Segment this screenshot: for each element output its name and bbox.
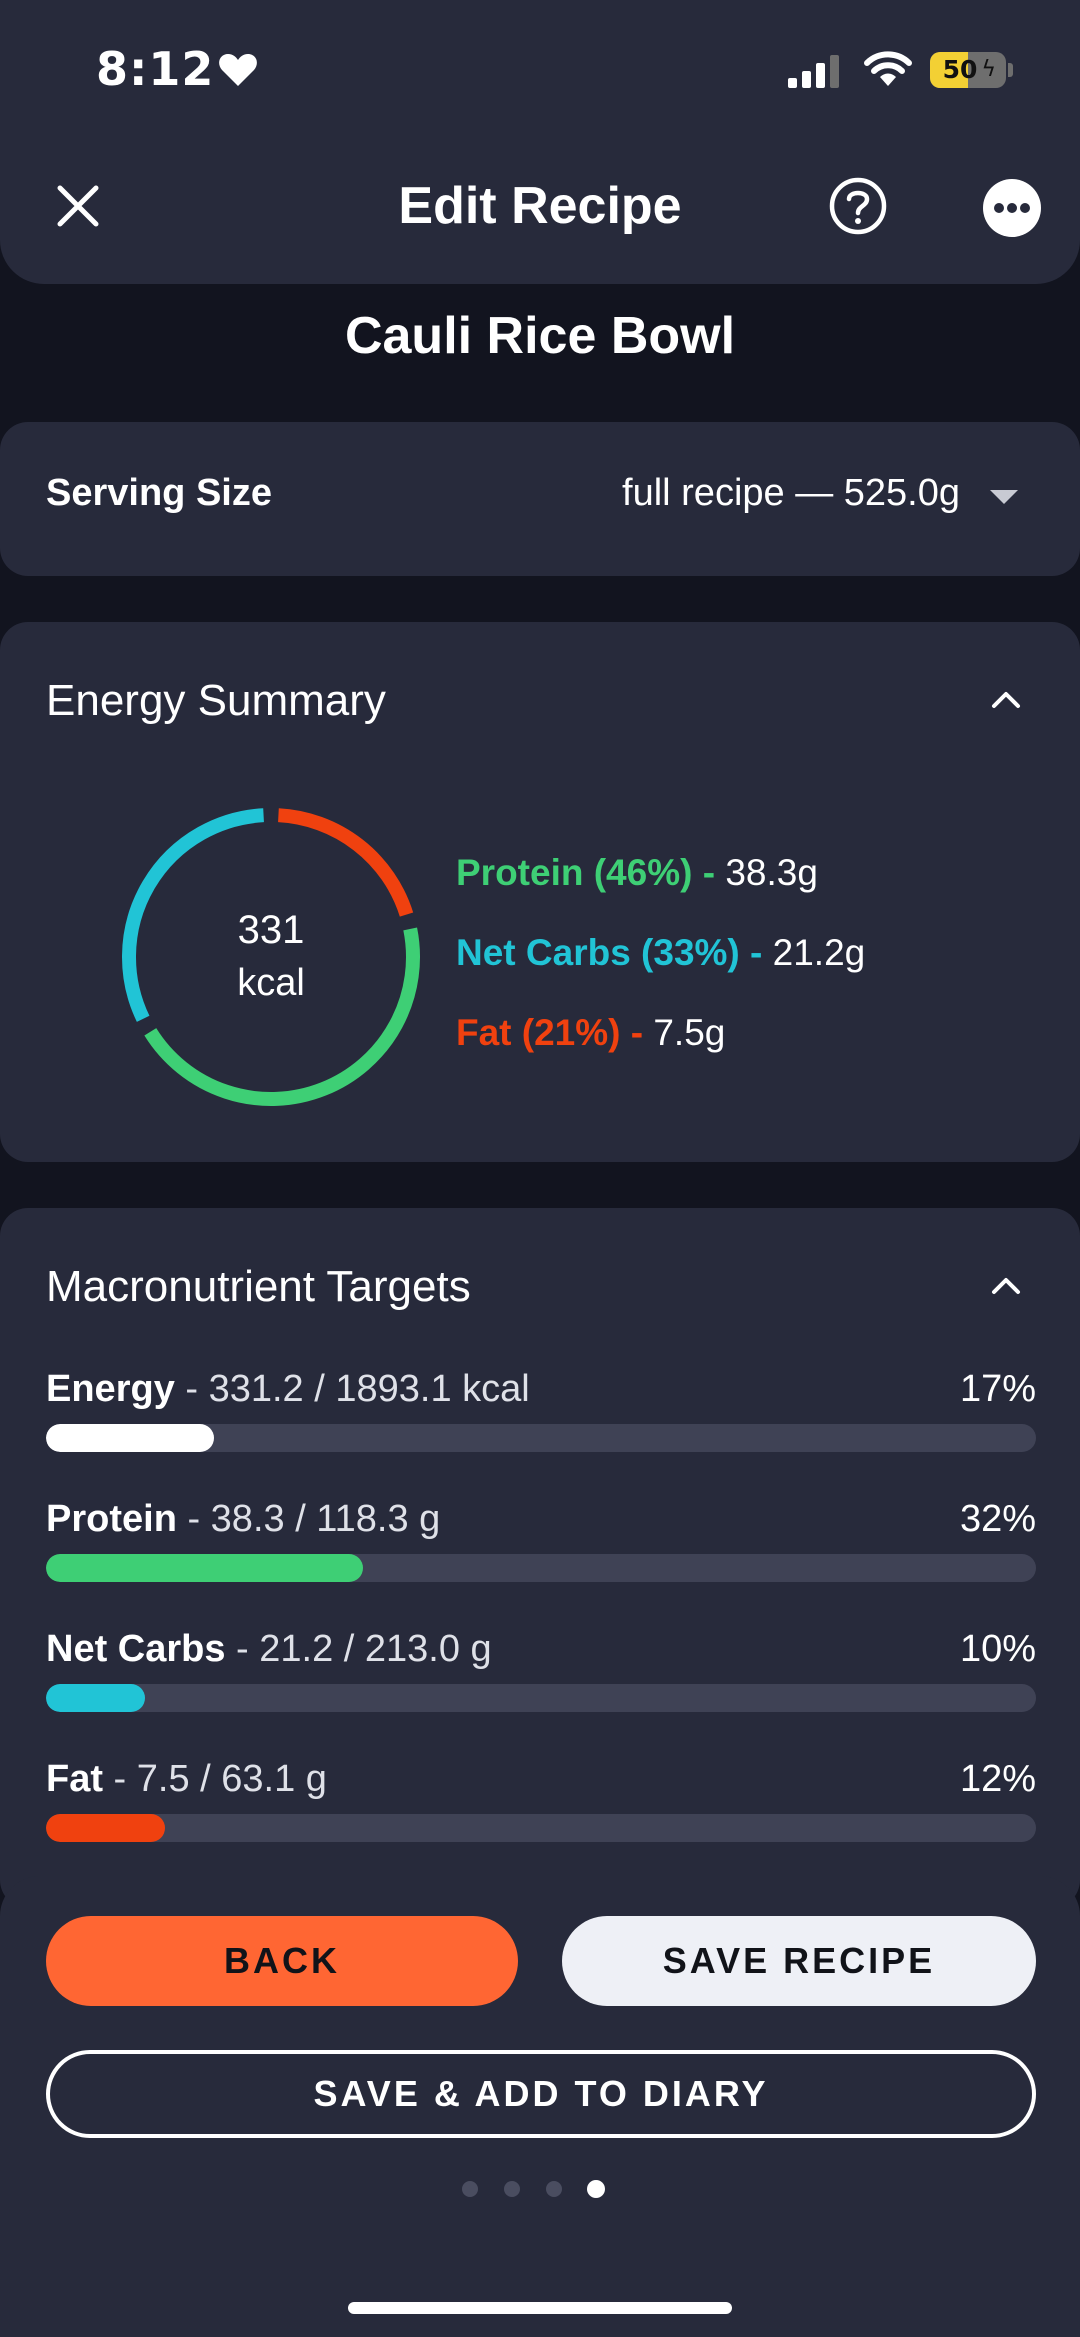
recipe-name: Cauli Rice Bowl [344, 307, 736, 365]
back-button[interactable]: BACK [46, 1916, 518, 2006]
donut-segment-protein [144, 927, 420, 1106]
target-detail: - 21.2 / 213.0 g [225, 1628, 492, 1670]
target-name: Fat [46, 1758, 103, 1800]
target-label: Protein - 38.3 / 118.3 g [46, 1498, 1036, 1541]
page-dot[interactable] [546, 2181, 562, 2197]
target-name: Protein [46, 1498, 177, 1540]
page-dot-active[interactable] [587, 2180, 605, 2198]
progress-track [46, 1814, 1036, 1842]
save-and-add-to-diary-button[interactable]: SAVE & ADD TO DIARY [46, 2050, 1036, 2138]
target-percent: 10% [959, 1628, 1036, 1670]
serving-size-value[interactable]: full recipe — 525.0g [622, 472, 960, 514]
target-label: Net Carbs - 21.2 / 213.0 g [46, 1628, 1036, 1671]
dropdown-caret-icon[interactable] [990, 490, 1018, 504]
header-bar [0, 0, 1080, 284]
target-percent: 32% [959, 1498, 1036, 1540]
macro-fat-label: Fat (21%) - [456, 1012, 644, 1053]
donut-segment-net-carbs [122, 808, 264, 1022]
target-detail: - 7.5 / 63.1 g [103, 1758, 327, 1800]
chevron-up-icon[interactable] [988, 682, 1024, 718]
target-percent: 12% [959, 1758, 1036, 1800]
serving-size-selector[interactable]: Serving Size full recipe — 525.0g [0, 422, 1080, 576]
home-indicator[interactable] [348, 2302, 732, 2314]
battery-indicator: 50 ϟ [930, 52, 1006, 88]
macro-net-carbs-amount: 21.2g [762, 932, 866, 973]
macro-net-carbs-label: Net Carbs (33%) - [456, 932, 763, 973]
heart-icon [219, 54, 257, 86]
wifi-icon [864, 51, 912, 86]
target-row-fat: Fat - 7.5 / 63.1 g 12% [46, 1758, 1036, 1842]
progress-track [46, 1424, 1036, 1452]
progress-track [46, 1554, 1036, 1582]
target-row-energy: Energy - 331.2 / 1893.1 kcal 17% [46, 1368, 1036, 1452]
battery-nub [1008, 63, 1013, 77]
target-label: Energy - 331.2 / 1893.1 kcal [46, 1368, 1036, 1411]
target-row-net-carbs: Net Carbs - 21.2 / 213.0 g 10% [46, 1628, 1036, 1712]
target-detail: - 38.3 / 118.3 g [176, 1498, 441, 1540]
help-icon[interactable] [828, 176, 888, 236]
target-detail: - 331.2 / 1893.1 kcal [174, 1368, 530, 1410]
progress-fill [46, 1424, 215, 1452]
battery-percent: 50 [942, 55, 978, 84]
target-name: Net Carbs [46, 1628, 226, 1670]
target-row-protein: Protein - 38.3 / 118.3 g 32% [46, 1498, 1036, 1582]
status-time: 8:12 [96, 42, 215, 96]
macro-protein: Protein (46%) - 38.3g [456, 852, 818, 894]
page-dot[interactable] [462, 2181, 478, 2197]
macro-protein-label: Protein (46%) - [456, 852, 716, 893]
macro-donut-chart [122, 808, 420, 1106]
close-icon[interactable] [48, 176, 108, 236]
macronutrient-targets-title: Macronutrient Targets [46, 1262, 471, 1311]
target-label: Fat - 7.5 / 63.1 g [46, 1758, 1036, 1801]
page-title: Edit Recipe [398, 177, 682, 235]
macro-fat-amount: 7.5g [643, 1012, 726, 1053]
page-dot[interactable] [504, 2181, 520, 2197]
macronutrient-targets-card: Macronutrient Targets Energy - 331.2 / 1… [0, 1208, 1080, 1908]
serving-size-label: Serving Size [46, 472, 272, 514]
macro-fat: Fat (21%) - 7.5g [456, 1012, 725, 1054]
progress-fill [46, 1684, 145, 1712]
energy-summary-title: Energy Summary [46, 676, 386, 725]
charging-bolt-icon: ϟ [981, 57, 996, 82]
progress-fill [46, 1554, 363, 1582]
save-recipe-button[interactable]: SAVE RECIPE [562, 1916, 1036, 2006]
kcal-value: 331 [237, 908, 305, 952]
target-percent: 17% [959, 1368, 1036, 1410]
target-name: Energy [46, 1368, 175, 1410]
macro-net-carbs: Net Carbs (33%) - 21.2g [456, 932, 865, 974]
progress-fill [46, 1814, 165, 1842]
battery-level [930, 52, 968, 88]
kcal-unit: kcal [237, 962, 305, 1004]
energy-summary-card: Energy Summary 331 kcal Protein (46%) - … [0, 622, 1080, 1162]
cellular-signal-icon [788, 55, 839, 88]
progress-track [46, 1684, 1036, 1712]
macro-protein-amount: 38.3g [715, 852, 818, 893]
chevron-up-icon[interactable] [988, 1268, 1024, 1304]
donut-segment-fat [277, 808, 414, 917]
more-options-icon[interactable] [980, 176, 1044, 240]
